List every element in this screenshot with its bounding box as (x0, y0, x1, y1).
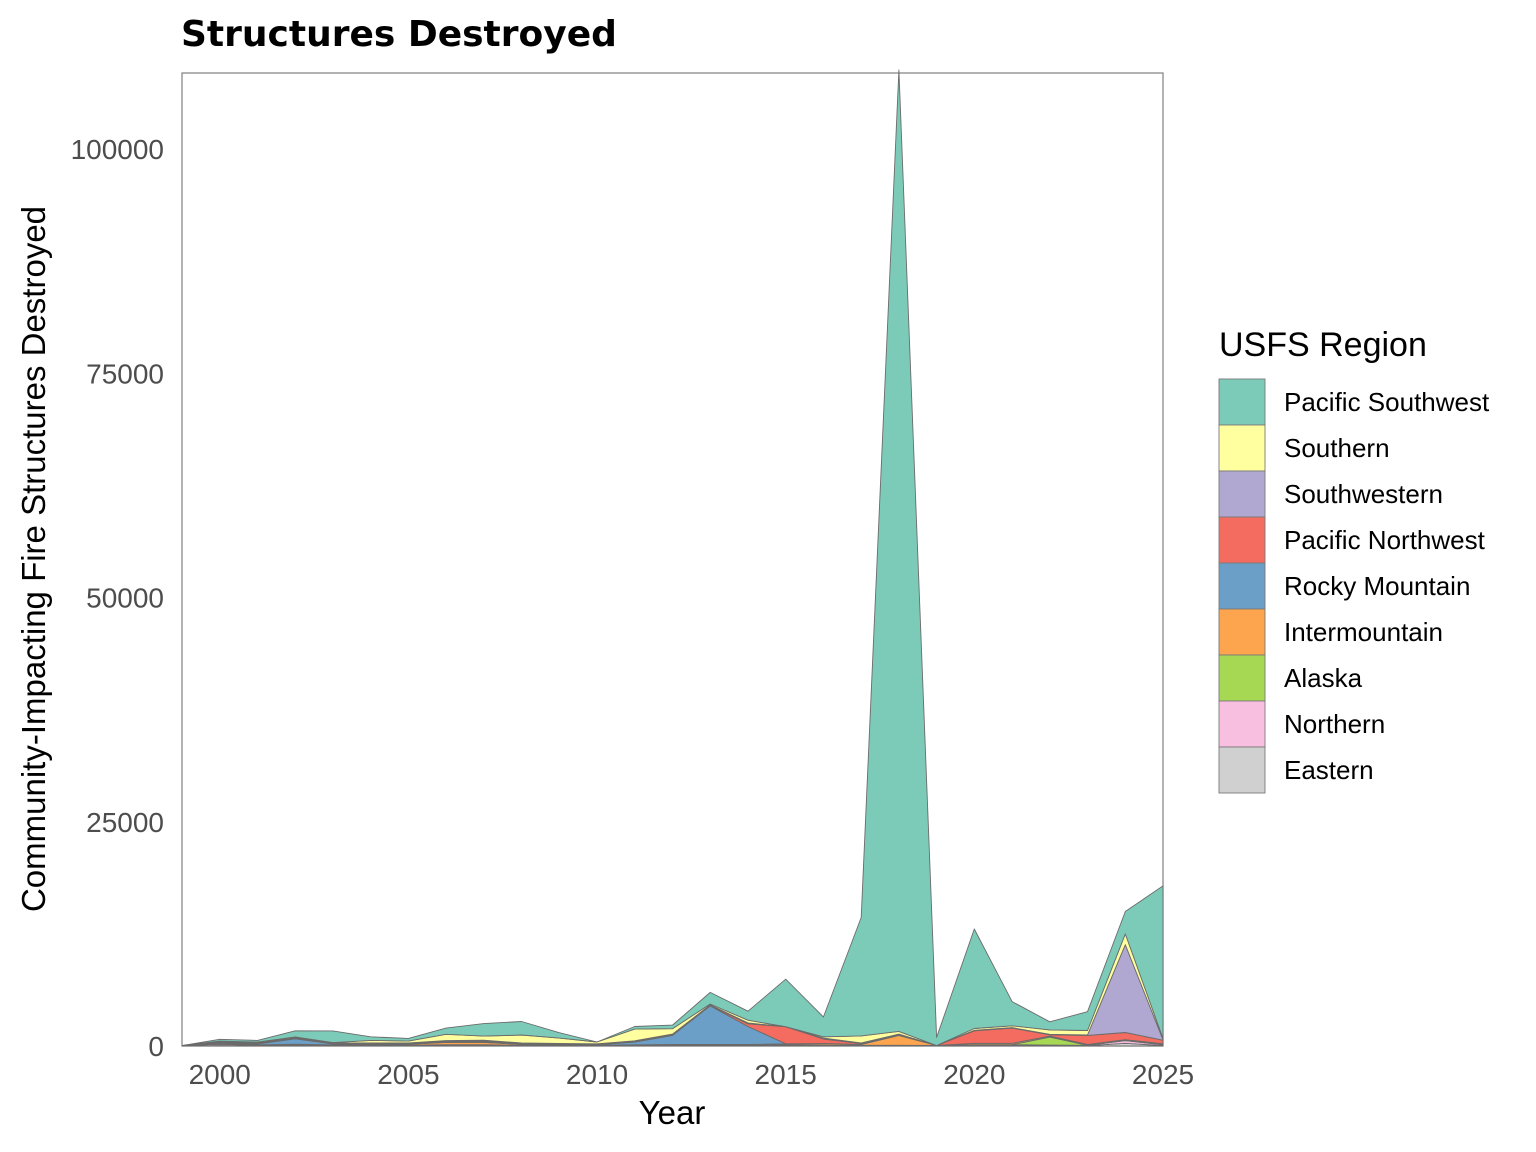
legend-label-pacific-southwest: Pacific Southwest (1284, 387, 1490, 417)
legend-key-rocky-mountain (1218, 562, 1266, 610)
y-tick-label: 0 (148, 1031, 164, 1062)
legend-key-southern (1218, 424, 1266, 472)
legend-label-pacific-northwest: Pacific Northwest (1284, 525, 1486, 555)
x-axis-ticks: 2000 2005 2010 2015 2020 2025 (189, 1059, 1195, 1090)
legend-key-northern (1218, 700, 1266, 748)
x-tick-label: 2015 (755, 1059, 817, 1090)
y-tick-label: 50000 (86, 583, 164, 614)
chart-title: Structures Destroyed (181, 14, 617, 55)
legend-key-alaska (1218, 654, 1266, 702)
legend-key-southwestern (1218, 470, 1266, 518)
legend: USFS Region Pacific Southwest Southern Sou… (1218, 326, 1490, 794)
y-tick-label: 75000 (86, 358, 164, 389)
x-tick-label: 2010 (566, 1059, 628, 1090)
y-tick-label: 25000 (86, 807, 164, 838)
legend-label-alaska: Alaska (1284, 663, 1363, 693)
legend-key-pacific-southwest (1218, 378, 1266, 426)
legend-label-intermountain: Intermountain (1284, 617, 1443, 647)
legend-key-pacific-northwest (1218, 516, 1266, 564)
legend-key-eastern (1218, 746, 1266, 794)
legend-label-southern: Southern (1284, 433, 1390, 463)
x-tick-label: 2025 (1132, 1059, 1194, 1090)
y-axis-ticks: 0 25000 50000 75000 100000 (71, 134, 164, 1062)
legend-title: USFS Region (1219, 326, 1427, 364)
area-pacific-southwest (181, 69, 1164, 1047)
x-tick-label: 2005 (377, 1059, 439, 1090)
stacked-area-layers (181, 69, 1164, 1047)
x-axis-title: Year (639, 1094, 706, 1131)
legend-label-southwestern: Southwestern (1284, 479, 1443, 509)
legend-key-intermountain (1218, 608, 1266, 656)
y-tick-label: 100000 (71, 134, 164, 165)
y-axis-title: Community-Impacting Fire Structures Dest… (15, 206, 52, 912)
legend-label-rocky-mountain: Rocky Mountain (1284, 571, 1470, 601)
plot-panel (181, 72, 1164, 1047)
legend-label-eastern: Eastern (1284, 755, 1374, 785)
legend-label-northern: Northern (1284, 709, 1385, 739)
x-tick-label: 2020 (943, 1059, 1005, 1090)
x-tick-label: 2000 (189, 1059, 251, 1090)
